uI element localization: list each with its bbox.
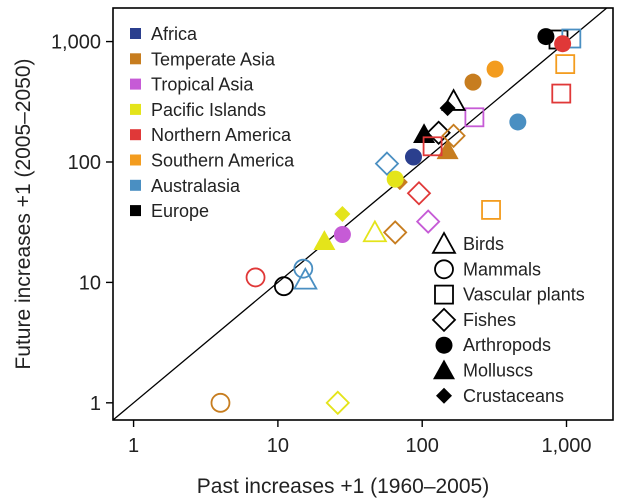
y-tick-label: 1 [90, 393, 101, 415]
legend-label-pacific-islands: Pacific Islands [151, 100, 266, 120]
legend-label-vascular-plants: Vascular plants [463, 285, 585, 305]
data-point-tropical-asia-arthropods [333, 225, 351, 243]
data-point-europe-mammals [273, 276, 294, 297]
data-point-africa-arthropods [404, 148, 422, 166]
data-point-pacific-islands-fishes [325, 390, 351, 416]
data-point-northern-america-mammals [245, 267, 266, 288]
legend-symbol-molluscs [433, 359, 455, 380]
data-point-southern-america-arthropods [486, 60, 504, 78]
legend-label-arthropods: Arthropods [463, 335, 551, 355]
legend-swatch-australasia [130, 179, 141, 191]
legend-label-fishes: Fishes [463, 310, 516, 330]
legend-label-australasia: Australasia [151, 176, 241, 196]
taxon-legend: Birds Mammals Vascular plants Fishes Arthrop… [431, 231, 585, 406]
legend-swatch-europe [130, 205, 141, 217]
legend-swatch-temperate-asia [130, 53, 141, 65]
data-point-australasia-arthropods [509, 113, 527, 131]
data-point-northern-america-arthropods [554, 35, 572, 53]
data-point-northern-america-vascular-plants [422, 136, 443, 157]
legend-label-mammals: Mammals [463, 259, 541, 279]
legend-label-tropical-asia: Tropical Asia [151, 75, 254, 95]
legend-label-southern-america: Southern America [151, 151, 295, 171]
data-point-pacific-islands-molluscs [313, 230, 336, 250]
legend-symbol-vascular-plants [434, 284, 454, 305]
data-point-tropical-asia-vascular-plants [464, 107, 485, 128]
data-point-southern-america-vascular-plants [481, 200, 501, 220]
legend-swatch-pacific-islands [130, 103, 141, 115]
y-tick-label: 100 [68, 152, 101, 174]
points-layer [210, 28, 582, 416]
data-point-australasia-birds [292, 266, 318, 290]
legend-symbol-crustaceans [436, 387, 452, 404]
data-point-northern-america-vascular-plants [551, 83, 572, 104]
data-point-tropical-asia-fishes [415, 209, 441, 234]
legend-swatch-africa [130, 28, 141, 39]
one-to-one-line [112, 7, 608, 421]
x-tick-label: 1 [128, 435, 139, 457]
legend-swatch-tropical-asia [130, 78, 141, 90]
ticks-layer: 1 10 100 1,000 1 10 100 1,000 [51, 32, 592, 457]
legend-symbol-birds [431, 231, 457, 254]
y-axis-title: Future increases +1 (2005–2050) [12, 58, 35, 369]
legend-symbol-mammals [434, 259, 454, 280]
legend-label-birds: Birds [463, 234, 504, 254]
data-point-pacific-islands-crustaceans [334, 205, 351, 222]
y-tick-label: 1,000 [51, 32, 101, 54]
x-tick-label: 100 [406, 435, 439, 457]
region-legend: Africa Temperate Asia Tropical Asia Pacific… [130, 24, 295, 221]
data-point-europe-crustaceans [439, 100, 456, 117]
legend-label-crustaceans: Crustaceans [463, 386, 564, 406]
legend-label-temperate-asia: Temperate Asia [151, 49, 276, 69]
legend-symbol-fishes [431, 307, 457, 333]
data-point-temperate-asia-arthropods [464, 73, 482, 91]
data-point-temperate-asia-fishes [382, 220, 408, 245]
x-tick-label: 1,000 [541, 435, 591, 457]
data-point-temperate-asia-mammals [210, 392, 231, 413]
y-tick-label: 10 [79, 272, 101, 294]
legend-swatch-northern-america [130, 129, 141, 141]
data-point-pacific-islands-arthropods [386, 170, 404, 188]
data-point-europe-fishes [426, 120, 451, 145]
data-point-australasia-fishes [374, 151, 400, 176]
data-point-temperate-asia-fishes [441, 123, 466, 149]
legend-label-molluscs: Molluscs [463, 361, 533, 381]
plot-frame [112, 7, 614, 421]
data-point-australasia-mammals [293, 258, 314, 279]
legend-symbol-arthropods [435, 336, 453, 354]
x-tick-label: 10 [267, 435, 289, 457]
legend-label-europe: Europe [151, 201, 209, 221]
data-point-northern-america-fishes [406, 180, 432, 206]
data-point-southern-america-vascular-plants [555, 54, 576, 74]
legend-label-africa: Africa [151, 24, 198, 44]
data-point-pacific-islands-birds [362, 219, 388, 243]
x-axis-title: Past increases +1 (1960–2005) [197, 475, 489, 498]
legend-swatch-southern-america [130, 154, 141, 166]
legend-label-northern-america: Northern America [151, 125, 292, 145]
